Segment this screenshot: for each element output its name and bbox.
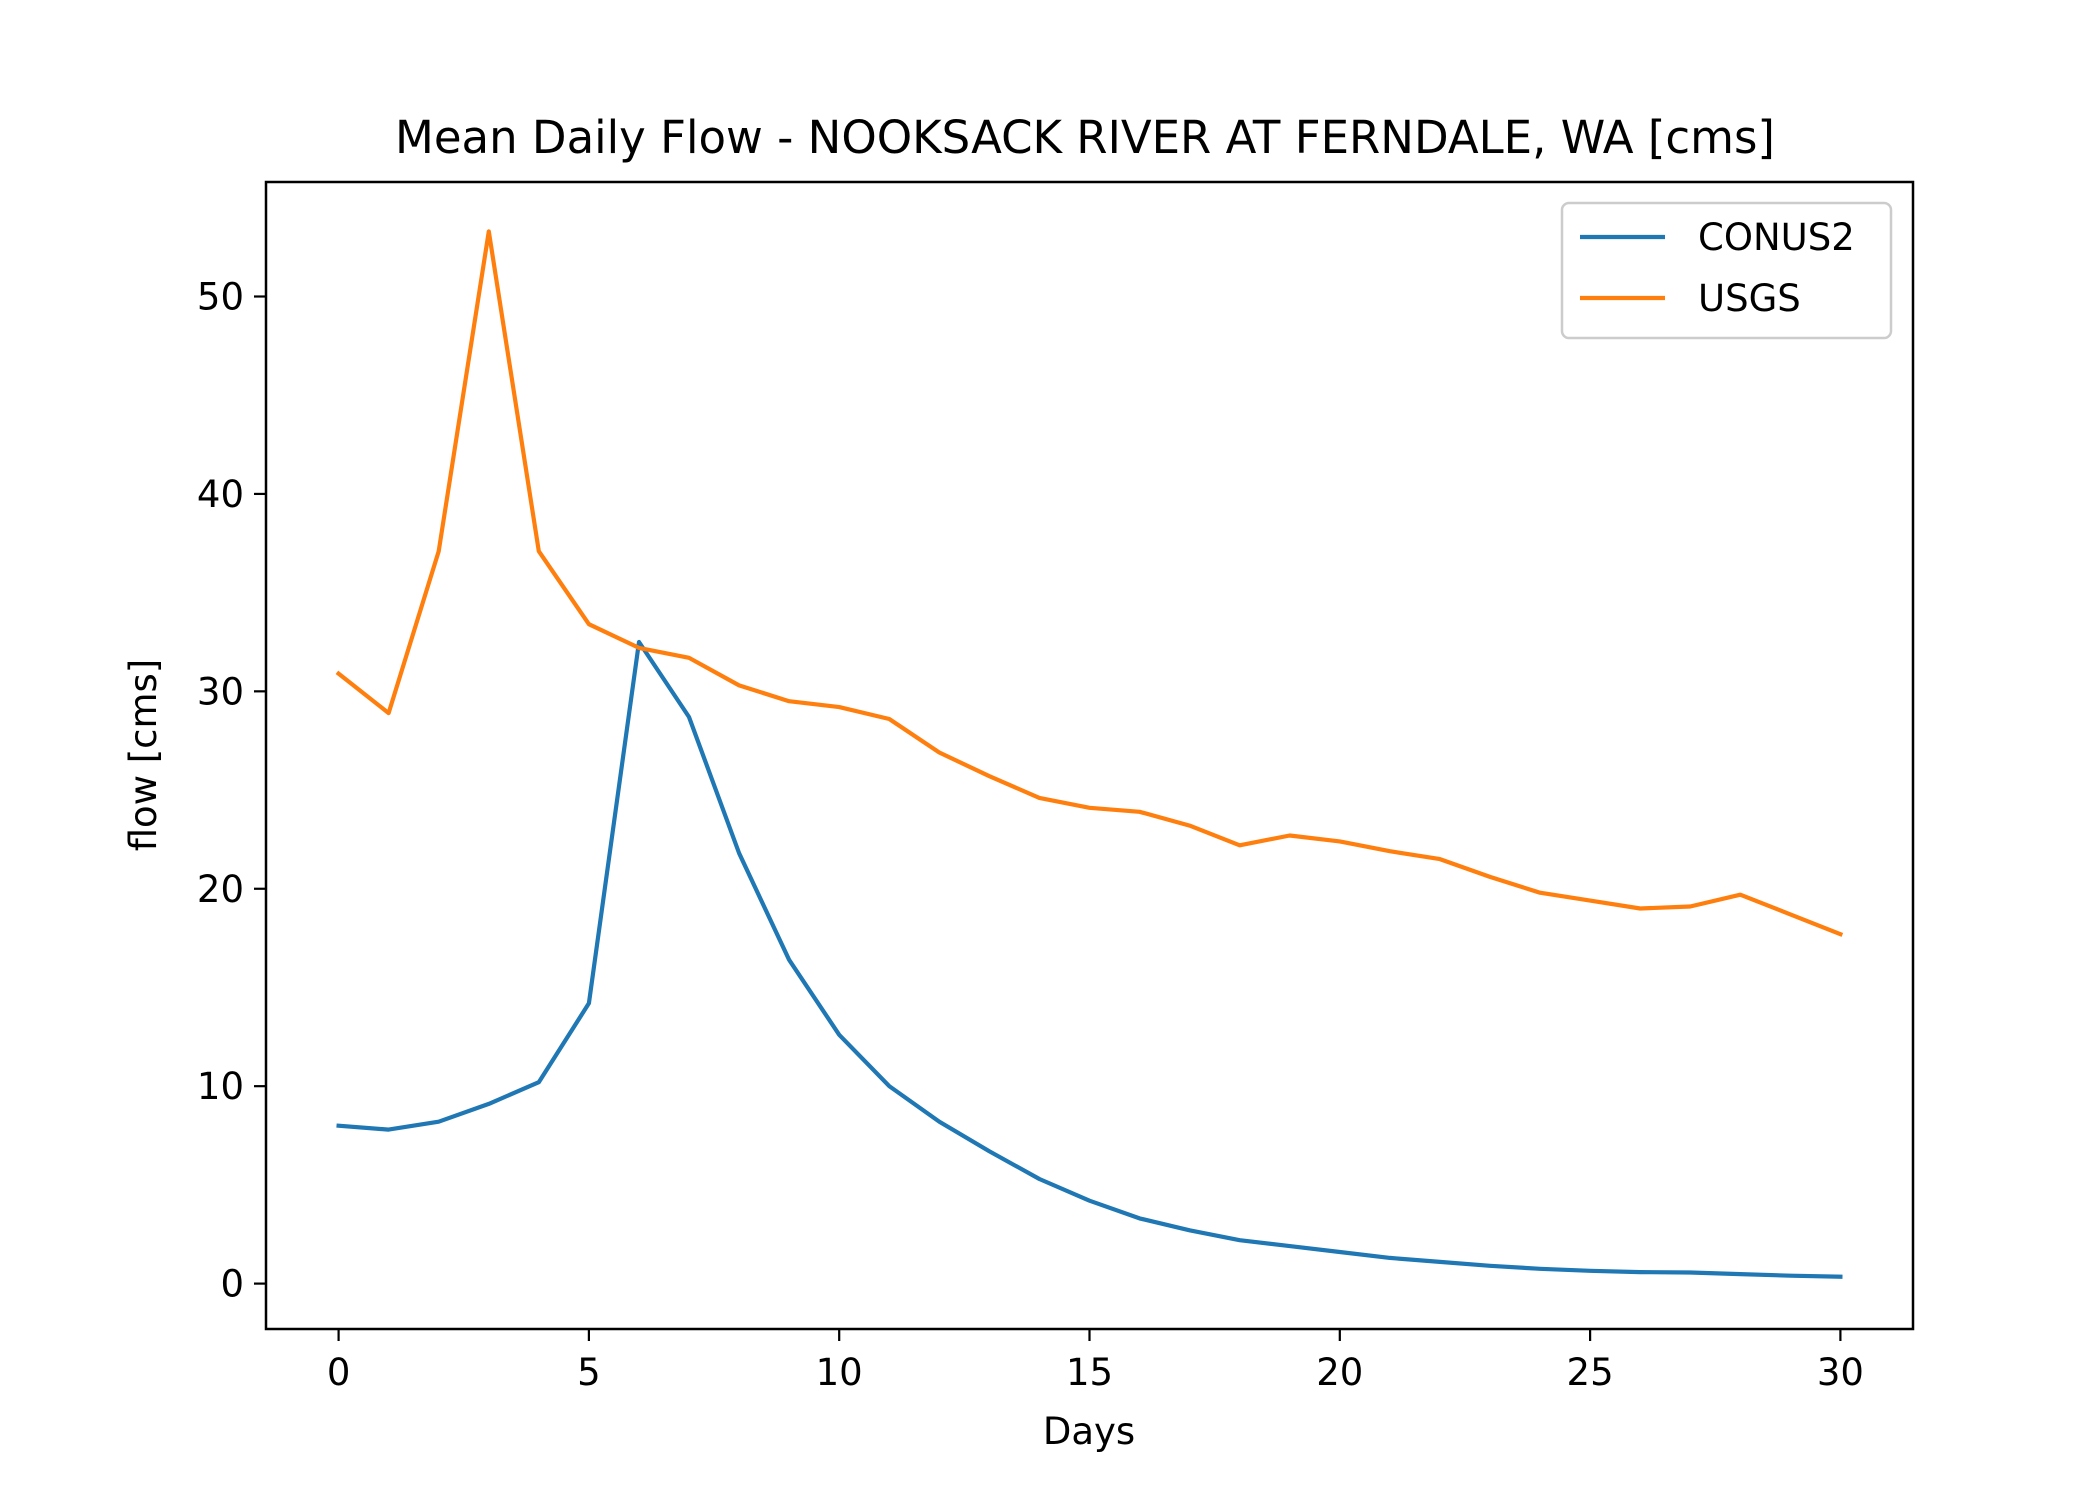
x-tick-label: 20 xyxy=(1316,1351,1363,1394)
series-group xyxy=(335,229,1844,1279)
x-tick-label: 0 xyxy=(327,1351,351,1394)
x-tick-label: 30 xyxy=(1817,1351,1864,1394)
y-axis-label: flow [cms] xyxy=(122,659,165,852)
series-line-conus2 xyxy=(336,639,1843,1279)
legend-label-usgs: USGS xyxy=(1698,277,1801,320)
y-axis: 0 10 20 30 40 50 xyxy=(197,276,266,1306)
y-tick-label: 40 xyxy=(197,473,244,516)
chart-title: Mean Daily Flow - NOOKSACK RIVER AT FERN… xyxy=(395,111,1775,164)
series-line-usgs xyxy=(335,229,1844,937)
y-tick-label: 30 xyxy=(197,670,244,713)
x-tick-label: 5 xyxy=(577,1351,601,1394)
x-axis: 0 5 10 15 20 25 30 xyxy=(327,1329,1864,1394)
y-tick-label: 50 xyxy=(197,276,244,319)
y-tick-label: 20 xyxy=(197,868,244,911)
x-tick-label: 15 xyxy=(1066,1351,1113,1394)
x-tick-label: 25 xyxy=(1567,1351,1614,1394)
y-tick-label: 10 xyxy=(197,1065,244,1108)
legend-label-conus2: CONUS2 xyxy=(1698,216,1855,259)
x-tick-label: 10 xyxy=(816,1351,863,1394)
legend: CONUS2 USGS xyxy=(1560,201,1893,340)
x-axis-label: Days xyxy=(1043,1410,1135,1453)
y-tick-label: 0 xyxy=(220,1263,244,1306)
